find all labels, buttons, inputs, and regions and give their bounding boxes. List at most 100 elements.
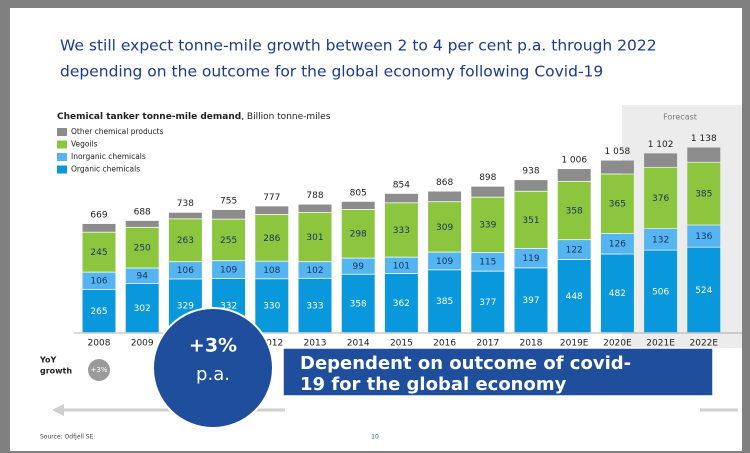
forecast-band	[622, 105, 742, 348]
bar-segment	[471, 252, 505, 271]
segment-label: 263	[177, 236, 194, 246]
bar-segment	[212, 219, 246, 261]
bar-segment	[557, 169, 591, 181]
total-label: 1 102	[648, 140, 674, 150]
bar-segment	[125, 283, 159, 333]
bar-segment	[687, 247, 721, 333]
segment-label: 136	[695, 232, 712, 242]
segment-label: 385	[436, 297, 453, 307]
x-tick-label: 2017	[476, 339, 499, 349]
yoy-label: growth	[40, 367, 72, 376]
bar-segment	[514, 191, 548, 249]
segment-label: 506	[652, 287, 669, 297]
segment-label: 339	[479, 221, 496, 231]
total-label: 669	[90, 210, 107, 220]
x-tick-label: 2008	[88, 339, 111, 349]
total-label: 898	[479, 173, 496, 183]
segment-label: 132	[652, 235, 669, 245]
bar-segment	[557, 240, 591, 260]
bar-segment	[255, 214, 289, 261]
segment-label: 106	[177, 266, 194, 276]
x-tick-label: 2009	[131, 339, 154, 349]
bar-segment	[600, 174, 634, 234]
segment-label: 302	[134, 304, 151, 314]
segment-label: 101	[393, 261, 410, 271]
segment-label: 333	[306, 301, 323, 311]
total-label: 788	[306, 191, 323, 201]
bar-segment	[384, 257, 418, 274]
bar-segment	[471, 197, 505, 253]
callout-banner	[282, 347, 714, 397]
bar-segment	[384, 273, 418, 333]
legend-label: Organic chemicals	[71, 165, 140, 174]
total-label: 755	[220, 196, 237, 206]
bar-segment	[82, 289, 116, 333]
segment-label: 330	[263, 302, 280, 312]
bar-segment	[82, 223, 116, 232]
bar-segment	[125, 227, 159, 268]
bar-segment	[600, 254, 634, 333]
segment-label: 115	[479, 258, 496, 268]
bar-segment	[384, 193, 418, 203]
bar-segment	[600, 233, 634, 254]
total-label: 1 058	[605, 147, 631, 157]
total-label: 805	[350, 188, 367, 198]
bar-segment	[298, 213, 332, 262]
bar-segment	[644, 229, 678, 250]
yoy-value: +3%	[91, 366, 108, 374]
x-tick-label: 2014	[347, 339, 370, 349]
legend-swatch	[57, 165, 67, 174]
segment-label: 102	[306, 266, 323, 276]
legend-label: Vegoils	[71, 140, 98, 149]
segment-label: 385	[695, 190, 712, 200]
segment-label: 448	[566, 292, 583, 302]
x-tick-label: 2019E	[560, 339, 589, 349]
yoy-label: YoY	[39, 356, 57, 365]
legend-swatch	[57, 128, 67, 136]
bar-segment	[82, 232, 116, 272]
bar-segment	[255, 261, 289, 279]
segment-label: 106	[90, 277, 107, 287]
bar-segment	[255, 206, 289, 215]
callout-unit: p.a.	[196, 364, 230, 385]
segment-label: 301	[306, 233, 323, 243]
segment-label: 265	[90, 307, 107, 317]
bar-segment	[557, 259, 591, 333]
segment-label: 376	[652, 194, 669, 204]
bar-segment	[687, 225, 721, 247]
segment-label: 119	[522, 254, 539, 264]
x-tick-label: 2018	[520, 339, 543, 349]
segment-label: 333	[393, 226, 410, 236]
bar-segment	[341, 201, 375, 210]
bar-segment	[82, 272, 116, 290]
bar-segment	[168, 262, 202, 279]
segment-label: 358	[350, 299, 367, 309]
callout-text: 19 for the global economy	[300, 374, 567, 395]
x-tick-label: 2013	[304, 339, 327, 349]
yoy-badge	[88, 359, 110, 381]
overlay: +3% p.a. Dependent on outcome of covid- …	[40, 307, 738, 441]
bar-segment	[428, 270, 462, 333]
bar-segment	[168, 212, 202, 219]
bar-segment	[168, 219, 202, 262]
subtitle-rest: , Billion tonne-miles	[241, 112, 331, 122]
subtitle-bold: Chemical tanker tonne-mile demand	[57, 112, 241, 122]
chart: Organic chemicals Inorganic chemicals Vego…	[39, 127, 742, 381]
chart-subtitle: Chemical tanker tonne-mile demand, Billi…	[57, 112, 331, 122]
segment-label: 286	[263, 234, 280, 244]
x-tick-label: 2022E	[690, 339, 719, 349]
bar-segment	[644, 250, 678, 333]
callout-value: +3%	[189, 335, 237, 357]
x-tick-label: 2020E	[603, 339, 632, 349]
segment-label: 255	[220, 236, 237, 246]
bar-segment	[514, 248, 548, 268]
segment-label: 122	[566, 246, 583, 256]
segment-label: 309	[436, 223, 453, 233]
callout-text: Dependent on outcome of covid-	[300, 353, 631, 374]
segment-label: 329	[177, 302, 194, 312]
bar-segment	[428, 252, 462, 270]
legend-label: Inorganic chemicals	[71, 152, 146, 161]
bar-segment	[341, 274, 375, 333]
total-label: 854	[393, 180, 410, 190]
